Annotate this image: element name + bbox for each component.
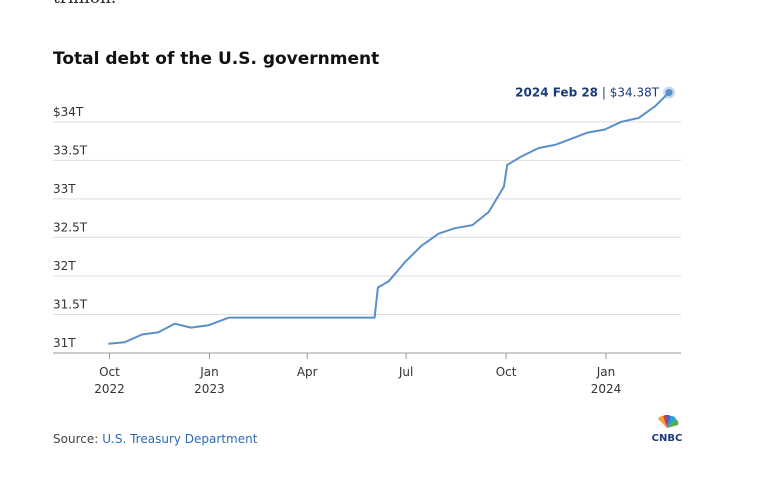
y-tick-label: 33.5T bbox=[53, 143, 88, 157]
source-link[interactable]: U.S. Treasury Department bbox=[102, 432, 257, 446]
x-tick-label: Jan 2023 bbox=[194, 365, 225, 396]
x-tick-label: Apr bbox=[296, 365, 318, 379]
annotation: 2024 Feb 28 | $34.38T bbox=[515, 86, 660, 100]
x-tick-label: Jul bbox=[398, 365, 414, 379]
y-tick-label: $34T bbox=[53, 105, 84, 119]
logo-feather bbox=[658, 415, 667, 428]
logo-feather bbox=[667, 415, 676, 428]
line bbox=[108, 91, 670, 345]
source-label: Source: bbox=[53, 432, 98, 446]
logo-text: CNBC bbox=[652, 433, 683, 444]
logo-feather bbox=[667, 419, 679, 428]
source-label: Source: U.S. Treasury Department bbox=[53, 432, 258, 446]
annotation-date: 2024 Feb 28 bbox=[515, 86, 598, 100]
logo-feather bbox=[666, 415, 668, 428]
y-tick-label: 32T bbox=[53, 259, 76, 273]
x-tick-label: Oct 2022 bbox=[94, 365, 125, 396]
logo: CNBC bbox=[652, 415, 683, 444]
logo-feather bbox=[667, 415, 671, 428]
x-tick-label: Oct bbox=[495, 365, 517, 379]
x-tick-label: Jan 2024 bbox=[590, 365, 622, 396]
article-text: trillion. bbox=[53, 0, 116, 8]
y-tick-label: 31.5T bbox=[53, 297, 88, 311]
y-tick-label: 32.5T bbox=[53, 220, 88, 234]
annotation-value: | $34.38T bbox=[598, 86, 660, 100]
y-tick-label: 31T bbox=[53, 336, 76, 350]
logo-feather bbox=[663, 415, 667, 428]
end-point bbox=[665, 89, 673, 97]
chart-title: Total debt of the U.S. government bbox=[53, 49, 379, 69]
y-tick-label: 33T bbox=[53, 182, 76, 196]
